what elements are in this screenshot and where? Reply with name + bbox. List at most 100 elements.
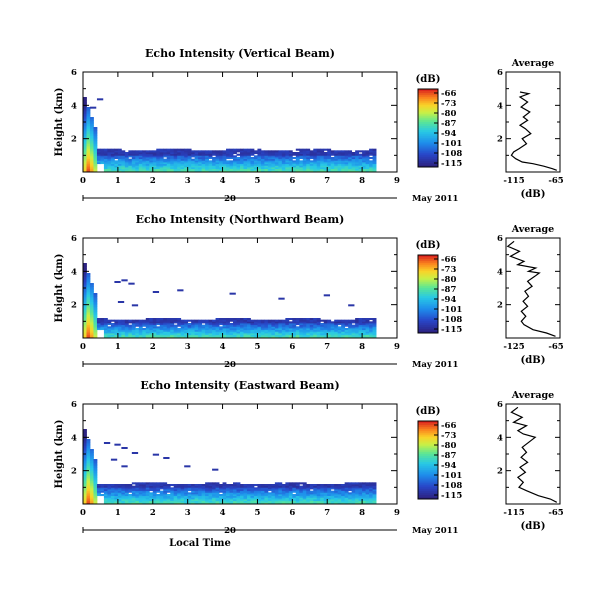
heatmap-cell bbox=[281, 331, 286, 334]
heatmap-cell bbox=[219, 162, 223, 165]
heatmap-cell bbox=[173, 152, 178, 155]
heatmap-cell bbox=[222, 150, 227, 153]
heatmap-cell bbox=[348, 304, 355, 307]
heatmap-cell bbox=[89, 328, 94, 331]
heatmap-cell bbox=[337, 495, 342, 498]
heatmap-cell bbox=[117, 336, 122, 339]
heatmap-cell bbox=[86, 163, 91, 166]
heatmap-cell bbox=[372, 150, 377, 153]
heatmap-cell bbox=[260, 153, 265, 156]
heatmap-cell bbox=[93, 500, 98, 503]
heatmap-cell bbox=[121, 336, 126, 339]
heatmap-cell bbox=[156, 336, 161, 339]
heatmap-cell bbox=[89, 454, 94, 457]
heatmap-cell bbox=[138, 333, 143, 336]
heatmap-cell bbox=[128, 502, 133, 505]
heatmap-cell bbox=[177, 160, 182, 163]
heatmap-cell bbox=[253, 323, 258, 326]
colorbar-swatch bbox=[418, 311, 438, 314]
heatmap-cell bbox=[187, 170, 192, 173]
heatmap-cell bbox=[100, 319, 105, 322]
heatmap-cell bbox=[131, 333, 136, 336]
heatmap-cell bbox=[267, 328, 272, 331]
heatmap-cell bbox=[372, 170, 377, 173]
heatmap-cell bbox=[177, 485, 182, 488]
heatmap-cell bbox=[240, 487, 244, 490]
profile-y-tick-label: 2 bbox=[497, 135, 503, 145]
heatmap-cell bbox=[222, 157, 227, 160]
heatmap-cell bbox=[205, 326, 209, 329]
colorbar-swatch bbox=[418, 131, 438, 135]
heatmap-cell bbox=[156, 162, 161, 165]
heatmap-cell bbox=[145, 170, 150, 173]
heatmap-cell bbox=[83, 457, 87, 460]
heatmap-cell bbox=[226, 331, 230, 334]
heatmap-cell bbox=[110, 323, 115, 326]
heatmap-cell bbox=[330, 500, 335, 503]
heatmap-cell bbox=[278, 324, 283, 327]
heatmap-cell bbox=[365, 160, 370, 163]
heatmap-cell bbox=[281, 334, 286, 337]
heatmap-cell bbox=[306, 499, 311, 502]
heatmap-cell bbox=[274, 499, 279, 502]
heatmap-cell bbox=[302, 148, 307, 151]
heatmap-cell bbox=[205, 489, 209, 492]
heatmap-cell bbox=[83, 449, 87, 452]
heatmap-cell bbox=[96, 319, 101, 322]
heatmap-cell bbox=[306, 153, 311, 156]
heatmap-cell bbox=[110, 494, 115, 497]
heatmap-cell bbox=[93, 336, 98, 339]
heatmap-cell bbox=[83, 477, 87, 480]
heatmap-cell bbox=[114, 323, 119, 326]
heatmap-cell bbox=[187, 160, 192, 163]
heatmap-cell bbox=[131, 150, 136, 153]
heatmap-cell bbox=[362, 331, 366, 334]
heatmap-cell bbox=[173, 155, 178, 158]
heatmap-cell bbox=[83, 97, 87, 100]
heatmap-cell bbox=[83, 264, 87, 267]
heatmap-cell bbox=[334, 162, 339, 165]
heatmap-cell bbox=[180, 153, 185, 156]
heatmap-cell bbox=[355, 165, 360, 168]
heatmap-cell bbox=[257, 158, 262, 161]
heatmap-cell bbox=[212, 485, 216, 488]
heatmap-cell bbox=[149, 334, 154, 337]
heatmap-cell bbox=[177, 165, 182, 168]
heatmap-cell bbox=[337, 499, 342, 502]
heatmap-cell bbox=[194, 485, 199, 488]
heatmap-cell bbox=[222, 497, 227, 500]
heatmap-cell bbox=[233, 331, 237, 334]
heatmap-cell bbox=[205, 167, 209, 170]
heatmap-cell bbox=[362, 324, 366, 327]
heatmap-cell bbox=[93, 328, 98, 331]
heatmap-cell bbox=[327, 500, 332, 503]
heatmap-cell bbox=[316, 490, 321, 493]
heatmap-cell bbox=[337, 157, 342, 160]
heatmap-cell bbox=[149, 485, 154, 488]
heatmap-cell bbox=[295, 490, 300, 493]
heatmap-cell bbox=[110, 458, 118, 461]
x-tick-label: 8 bbox=[359, 176, 365, 186]
heatmap-cell bbox=[83, 321, 87, 324]
heatmap-cell bbox=[93, 153, 98, 156]
heatmap-cell bbox=[327, 333, 332, 336]
heatmap-cell bbox=[281, 162, 286, 165]
heatmap-cell bbox=[240, 153, 244, 156]
heatmap-cell bbox=[271, 153, 276, 156]
heatmap-cell bbox=[86, 324, 91, 327]
heatmap-cell bbox=[316, 329, 321, 332]
heatmap-cell bbox=[170, 497, 175, 500]
heatmap-cell bbox=[114, 331, 119, 334]
heatmap-cell bbox=[173, 336, 178, 339]
heatmap-cell bbox=[93, 127, 98, 130]
heatmap-cell bbox=[208, 336, 213, 339]
heatmap-cell bbox=[341, 319, 346, 322]
heatmap-cell bbox=[274, 485, 279, 488]
heatmap-cell bbox=[278, 487, 283, 490]
heatmap-cell bbox=[267, 163, 272, 166]
heatmap-cell bbox=[302, 494, 307, 497]
heatmap-cell bbox=[89, 162, 94, 165]
heatmap-cell bbox=[156, 334, 161, 337]
heatmap-cell bbox=[86, 167, 91, 170]
colorbar-swatch bbox=[418, 436, 438, 440]
